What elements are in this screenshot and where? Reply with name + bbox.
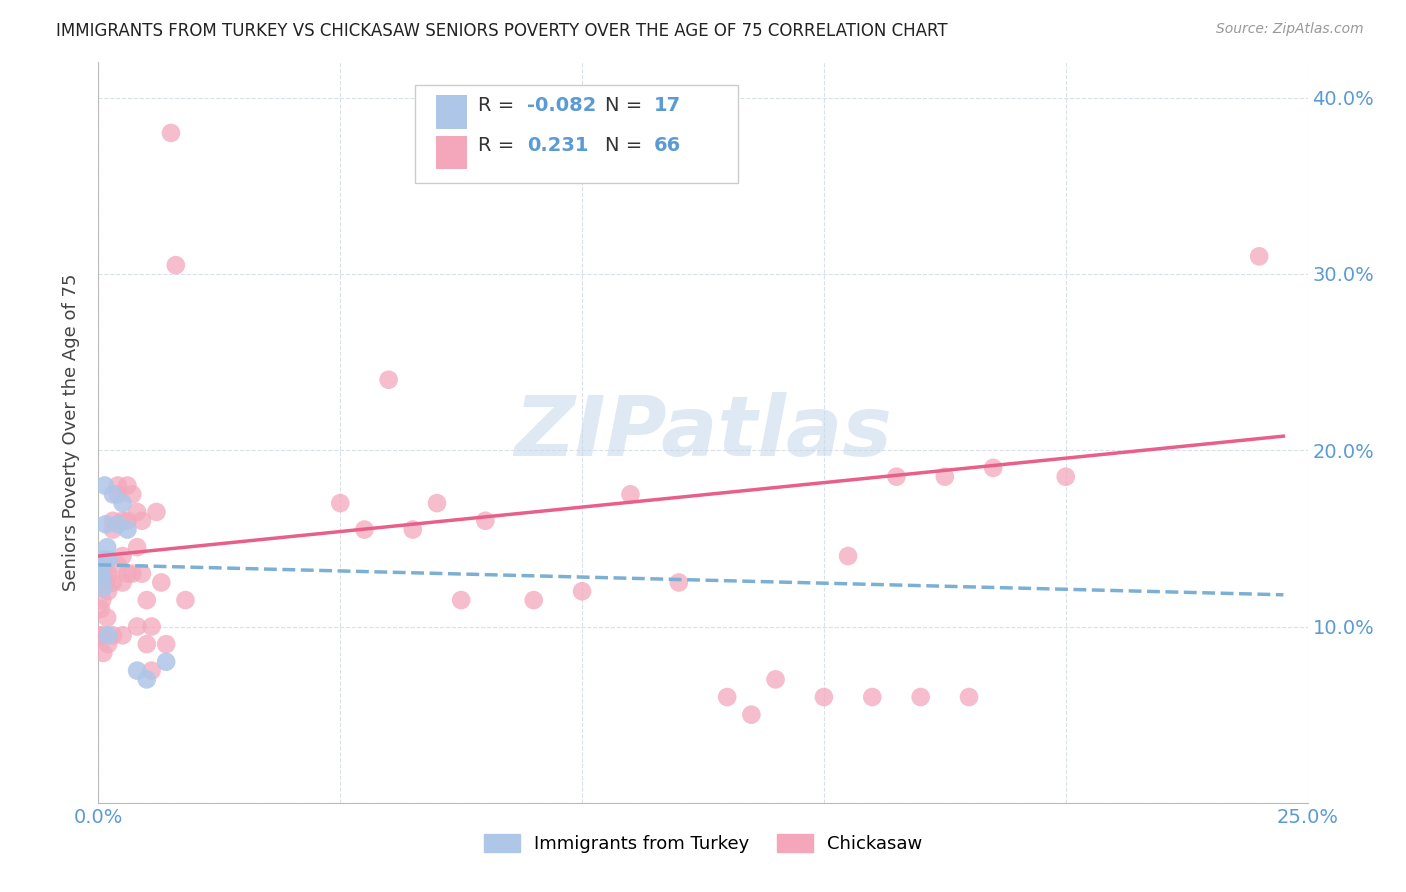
Point xyxy=(97,637,120,651)
Point xyxy=(141,664,163,678)
Point xyxy=(97,584,120,599)
Point xyxy=(174,593,197,607)
Point xyxy=(89,566,111,581)
Point xyxy=(107,478,129,492)
Point xyxy=(89,628,111,642)
Point xyxy=(155,637,177,651)
Point xyxy=(93,478,115,492)
Point xyxy=(101,487,124,501)
Point xyxy=(117,478,139,492)
Point xyxy=(91,628,114,642)
Point xyxy=(121,566,143,581)
Point xyxy=(91,593,114,607)
Point xyxy=(91,646,114,660)
Point xyxy=(96,540,118,554)
Point xyxy=(127,619,149,633)
Point xyxy=(813,690,835,704)
Point xyxy=(981,461,1004,475)
Point xyxy=(619,487,641,501)
Point xyxy=(135,593,157,607)
Point xyxy=(107,487,129,501)
Point xyxy=(117,523,139,537)
Y-axis label: Seniors Poverty Over the Age of 75: Seniors Poverty Over the Age of 75 xyxy=(62,274,80,591)
Text: N =: N = xyxy=(605,96,648,115)
Point xyxy=(668,575,690,590)
Point xyxy=(91,581,114,595)
Legend: Immigrants from Turkey, Chickasaw: Immigrants from Turkey, Chickasaw xyxy=(477,827,929,861)
Point xyxy=(127,505,149,519)
Point xyxy=(145,505,167,519)
Point xyxy=(765,673,787,687)
Text: 0.231: 0.231 xyxy=(527,136,589,155)
Point xyxy=(97,566,120,581)
Text: 17: 17 xyxy=(654,96,681,115)
Text: IMMIGRANTS FROM TURKEY VS CHICKASAW SENIORS POVERTY OVER THE AGE OF 75 CORRELATI: IMMIGRANTS FROM TURKEY VS CHICKASAW SENI… xyxy=(56,22,948,40)
Point xyxy=(329,496,352,510)
Point xyxy=(107,558,129,572)
Text: ZIPatlas: ZIPatlas xyxy=(515,392,891,473)
Point xyxy=(402,523,425,537)
Text: R =: R = xyxy=(478,96,520,115)
Point xyxy=(94,575,117,590)
Point xyxy=(450,593,472,607)
Point xyxy=(377,373,399,387)
Point xyxy=(150,575,173,590)
Point xyxy=(107,517,129,532)
Text: Source: ZipAtlas.com: Source: ZipAtlas.com xyxy=(1216,22,1364,37)
Text: -0.082: -0.082 xyxy=(527,96,596,115)
Point xyxy=(117,566,139,581)
Point xyxy=(117,514,139,528)
Point xyxy=(716,690,738,704)
Point xyxy=(101,628,124,642)
Point xyxy=(97,552,120,566)
Point xyxy=(474,514,496,528)
Point xyxy=(127,664,149,678)
Point xyxy=(97,628,120,642)
Point xyxy=(131,566,153,581)
Text: R =: R = xyxy=(478,136,520,155)
Point xyxy=(131,514,153,528)
Point xyxy=(91,552,114,566)
Point xyxy=(90,570,112,584)
Point xyxy=(91,566,114,581)
Point xyxy=(141,619,163,633)
Point xyxy=(96,610,118,624)
Point xyxy=(111,628,134,642)
Point xyxy=(957,690,980,704)
Point xyxy=(101,514,124,528)
Point xyxy=(353,523,375,537)
Point xyxy=(127,540,149,554)
Point xyxy=(860,690,883,704)
Point xyxy=(886,469,908,483)
Point xyxy=(135,637,157,651)
Text: N =: N = xyxy=(605,136,648,155)
Point xyxy=(111,496,134,510)
Point xyxy=(523,593,546,607)
Point xyxy=(90,558,112,572)
Point xyxy=(155,655,177,669)
Point xyxy=(121,487,143,501)
Point xyxy=(111,549,134,563)
Point xyxy=(934,469,956,483)
Point xyxy=(426,496,449,510)
Point xyxy=(160,126,183,140)
Point xyxy=(1249,249,1271,263)
Text: 66: 66 xyxy=(654,136,681,155)
Point xyxy=(111,514,134,528)
Point xyxy=(135,673,157,687)
Point xyxy=(571,584,593,599)
Point xyxy=(101,523,124,537)
Point xyxy=(90,602,112,616)
Point xyxy=(910,690,932,704)
Point xyxy=(740,707,762,722)
Point xyxy=(837,549,859,563)
Point xyxy=(1054,469,1077,483)
Point xyxy=(165,258,187,272)
Point xyxy=(94,517,117,532)
Point xyxy=(111,575,134,590)
Point xyxy=(101,575,124,590)
